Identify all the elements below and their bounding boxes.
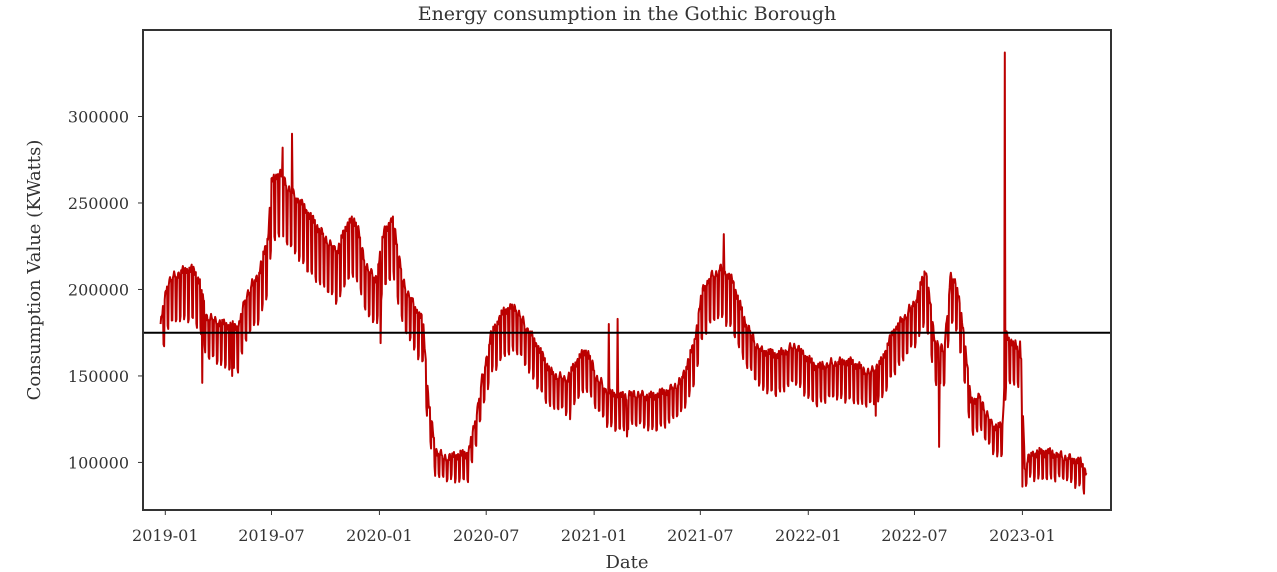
plot-area	[143, 51, 1111, 495]
plot-frame	[142, 29, 1112, 511]
y-axis-label: Consumption Value (KWatts)	[24, 140, 45, 401]
x-tick-label: 2020-07	[453, 526, 519, 545]
x-axis-label: Date	[605, 552, 648, 572]
x-tick-label: 2022-07	[881, 526, 947, 545]
series-line	[159, 51, 1088, 495]
x-axis: 2019-01 2019-07 2020-01 2020-07 2021-01 2021-…	[132, 510, 1056, 545]
x-tick-label: 2019-07	[238, 526, 304, 545]
x-tick-label: 2022-01	[775, 526, 841, 545]
y-tick-label: 250000	[68, 194, 129, 213]
y-tick-label: 300000	[68, 107, 129, 126]
y-tick-label: 100000	[68, 453, 129, 472]
y-tick-label: 200000	[68, 280, 129, 299]
chart-title: Energy consumption in the Gothic Borough	[418, 3, 837, 25]
x-tick-label: 2021-01	[561, 526, 627, 545]
x-tick-label: 2023-01	[989, 526, 1055, 545]
y-axis: 100000 150000 200000 250000 300000	[68, 107, 143, 472]
y-tick-label: 150000	[68, 367, 129, 386]
x-tick-label: 2020-01	[346, 526, 412, 545]
x-tick-label: 2019-01	[132, 526, 198, 545]
x-tick-label: 2021-07	[667, 526, 733, 545]
